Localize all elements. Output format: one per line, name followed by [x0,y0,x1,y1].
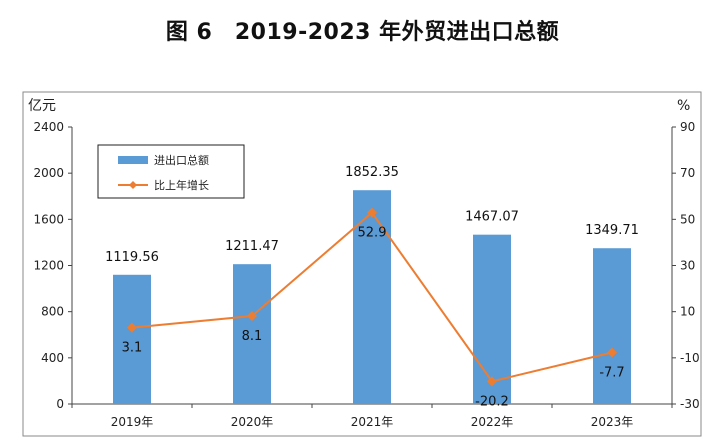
left-axis-unit: 亿元 [28,98,56,114]
left-tick-label: 2000 [33,166,64,180]
legend-box [97,144,245,199]
right-tick-label: 10 [680,305,695,319]
bar-value-label: 1852.35 [345,165,399,180]
line-marker [127,322,137,333]
x-tick-label: 2019年 [111,415,154,429]
right-tick-label: 50 [680,212,695,226]
x-tick-label: 2023年 [591,415,634,429]
left-tick-label: 1600 [33,212,64,226]
chart-title: 图 6 2019-2023 年外贸进出口总额 [165,20,560,45]
x-tick-label: 2020年 [231,415,274,429]
right-tick-label: -30 [680,397,700,411]
bar [113,274,151,404]
line-marker [607,347,617,358]
legend-bar-swatch [118,156,148,164]
bar-value-label: 1467.07 [465,210,519,225]
plot-area: 0 400 800 1200 1600 2000 2400 -30 -10 10 30 50 70 90 2… [33,120,699,429]
x-tick-label: 2022年 [471,415,514,429]
right-tick-label: 90 [680,120,695,134]
line-value-label: 52.9 [358,226,387,241]
bar-value-label: 1211.47 [225,239,279,254]
bar-value-label: 1119.56 [105,250,159,265]
x-tick-label: 2021年 [351,415,394,429]
left-tick-label: 0 [56,397,64,411]
line-value-label: -20.2 [475,394,509,409]
bar [473,234,511,404]
line-marker [367,207,377,218]
left-tick-label: 400 [41,351,64,365]
legend-label-bar: 进出口总额 [154,153,209,167]
bar [233,264,271,404]
right-tick-label: 70 [680,166,695,180]
right-tick-label: -10 [680,351,700,365]
line-marker [247,311,257,322]
left-tick-label: 800 [41,305,64,319]
right-tick-label: 30 [680,259,695,273]
chart-frame [22,91,702,437]
legend: 进出口总额 比上年增长 [97,144,245,199]
line-value-label: 8.1 [242,329,263,344]
left-tick-label: 2400 [33,120,64,134]
line-marker [487,376,497,387]
right-axis-unit: % [677,98,690,114]
line-value-label: -7.7 [599,366,624,381]
legend-label-line: 比上年增长 [154,178,209,192]
bar [593,248,631,404]
bar-value-label: 1349.71 [585,223,639,238]
line-value-label: 3.1 [122,341,143,356]
left-tick-label: 1200 [33,259,64,273]
bar [353,190,391,404]
legend-line-marker [129,181,137,189]
